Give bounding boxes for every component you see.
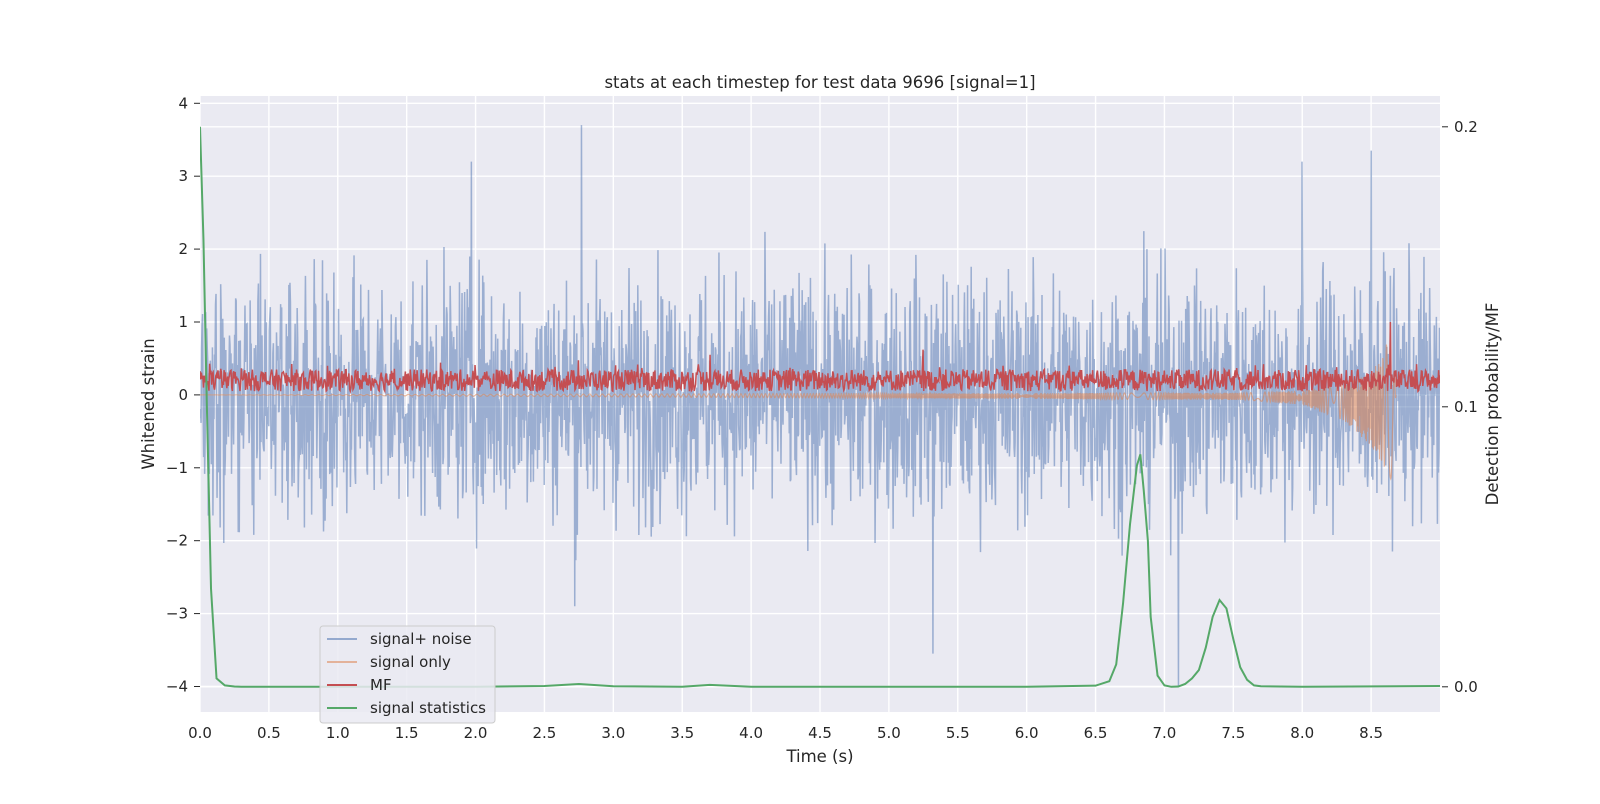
- y-tick-label-left: −1: [166, 459, 188, 477]
- legend-entry-mf: MF: [327, 676, 392, 694]
- chart-title: stats at each timestep for test data 969…: [604, 73, 1035, 92]
- x-tick-label: 7.5: [1221, 724, 1245, 742]
- x-tick-label: 0.0: [188, 724, 212, 742]
- y-tick-label-left: 3: [178, 167, 188, 185]
- legend-entry-signal-noise: signal+ noise: [327, 630, 472, 648]
- series-signal-statistics-line: [200, 126, 1440, 688]
- x-tick-label: 1.5: [395, 724, 419, 742]
- legend-label-mf: MF: [370, 676, 392, 694]
- x-tick-label: 2.0: [464, 724, 488, 742]
- y-axis-label-left: Whitened strain: [139, 338, 158, 469]
- y-axis-label-right: Detection probability/MF: [1483, 303, 1502, 506]
- x-tick-label: 4.0: [739, 724, 763, 742]
- x-tick-label: 0.5: [257, 724, 281, 742]
- y-tick-label-right: 0.2: [1454, 118, 1478, 136]
- legend-entry-signal-statistics: signal statistics: [327, 699, 486, 717]
- series-layer: [200, 125, 1440, 688]
- ticks: 0.0 0.5 1.0 1.5 2.0 2.5 3.0 3.5 4.0 4.5 5.0 5.5 6.0 6…: [166, 94, 1478, 742]
- y-tick-label-left: 4: [178, 94, 188, 112]
- y-tick-label-left: 2: [178, 240, 188, 258]
- x-tick-label: 5.0: [877, 724, 901, 742]
- legend-entry-signal-only: signal only: [327, 653, 451, 671]
- y-tick-label-right: 0.0: [1454, 678, 1478, 696]
- y-tick-label-left: 1: [178, 313, 188, 331]
- legend: signal+ noise signal only MF signal stat…: [319, 625, 496, 724]
- x-tick-label: 8.5: [1359, 724, 1383, 742]
- legend-label-signal-only: signal only: [370, 653, 451, 671]
- series-mf-line: [200, 321, 1440, 395]
- y-tick-label-right: 0.1: [1454, 398, 1478, 416]
- x-tick-label: 5.5: [946, 724, 970, 742]
- x-tick-label: 1.0: [326, 724, 350, 742]
- x-tick-label: 7.0: [1153, 724, 1177, 742]
- x-tick-label: 3.5: [670, 724, 694, 742]
- x-tick-label: 3.0: [601, 724, 625, 742]
- x-axis-label: Time (s): [785, 747, 853, 766]
- y-tick-label-left: −4: [166, 677, 188, 695]
- x-tick-label: 6.5: [1084, 724, 1108, 742]
- plot-area: [200, 125, 1440, 688]
- y-tick-label-left: −2: [166, 532, 188, 550]
- x-tick-label: 6.0: [1015, 724, 1039, 742]
- x-tick-label: 4.5: [808, 724, 832, 742]
- y-tick-label-left: 0: [178, 386, 188, 404]
- y-tick-label-left: −3: [166, 605, 188, 623]
- x-tick-label: 2.5: [533, 724, 557, 742]
- x-tick-label: 8.0: [1290, 724, 1314, 742]
- legend-box: [319, 625, 496, 724]
- legend-label-signal-statistics: signal statistics: [370, 699, 486, 717]
- legend-label-signal-noise: signal+ noise: [370, 630, 472, 648]
- series-signal-only-line: [200, 344, 1397, 481]
